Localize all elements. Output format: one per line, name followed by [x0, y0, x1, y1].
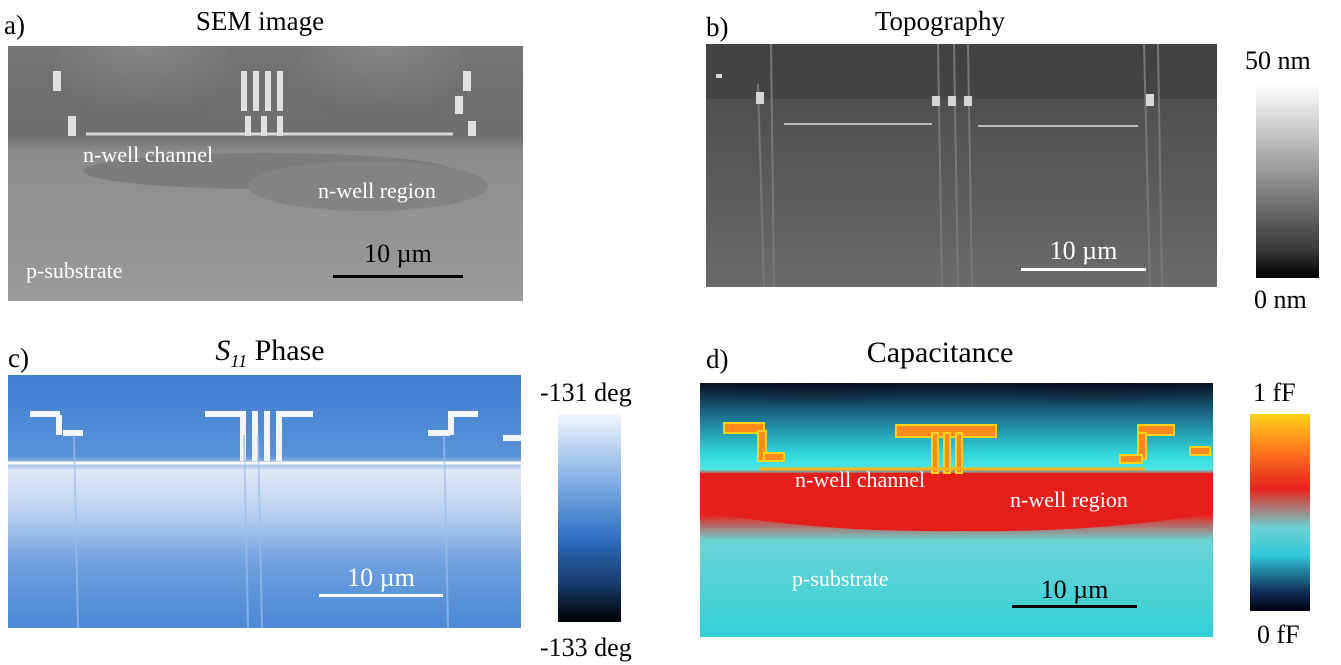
- phase-image: 10 µm: [8, 375, 521, 628]
- panel-d-label: d): [706, 344, 729, 374]
- annotation-n-well-channel: n-well channel: [83, 142, 214, 167]
- capacitance-image: n-well channel n-well region p-substrate…: [700, 383, 1213, 637]
- annotation-p-substrate: p-substrate: [26, 258, 123, 283]
- panel-c-title: S11 Phase: [190, 334, 350, 371]
- scale-bar-label: 10 µm: [1049, 236, 1118, 265]
- scale-bar-label: 10 µm: [364, 239, 432, 268]
- panel-a-title: SEM image: [195, 6, 325, 36]
- scale-bar-label: 10 µm: [347, 563, 415, 592]
- colorbar-min-label: 0 nm: [1254, 285, 1307, 314]
- sem-image: n-well channel n-well region p-substrate…: [8, 46, 523, 301]
- title-symbol: S: [215, 334, 231, 367]
- topography-image: 10 µm: [706, 44, 1217, 287]
- annotation-n-well-channel: n-well channel: [795, 467, 926, 492]
- panel-b-title: Topography: [874, 6, 1006, 36]
- phase-colorbar: [558, 414, 621, 622]
- title-subscript: 11: [230, 351, 248, 371]
- scale-bar: [1012, 605, 1137, 608]
- colorbar-max-label: -131 deg: [540, 378, 632, 407]
- colorbar-max-label: 50 nm: [1245, 46, 1311, 75]
- panel-b-label: b): [706, 12, 729, 42]
- capacitance-colorbar: [1250, 414, 1310, 611]
- topography-colorbar: [1256, 84, 1319, 278]
- colorbar-max-label: 1 fF: [1253, 378, 1296, 407]
- scale-bar: [1021, 268, 1146, 271]
- colorbar-min-label: 0 fF: [1257, 620, 1300, 649]
- scale-bar: [319, 594, 443, 597]
- scale-bar-label: 10 µm: [1040, 575, 1109, 604]
- title-rest: Phase: [247, 334, 325, 367]
- annotation-p-substrate: p-substrate: [792, 566, 889, 591]
- colorbar-min-label: -133 deg: [540, 633, 632, 662]
- panel-a-label: a): [4, 10, 25, 40]
- panel-d-title: Capacitance: [866, 336, 1014, 369]
- annotation-n-well-region: n-well region: [318, 178, 436, 203]
- scale-bar: [333, 275, 463, 278]
- panel-c-label: c): [8, 343, 29, 373]
- annotation-n-well-region: n-well region: [1010, 487, 1128, 512]
